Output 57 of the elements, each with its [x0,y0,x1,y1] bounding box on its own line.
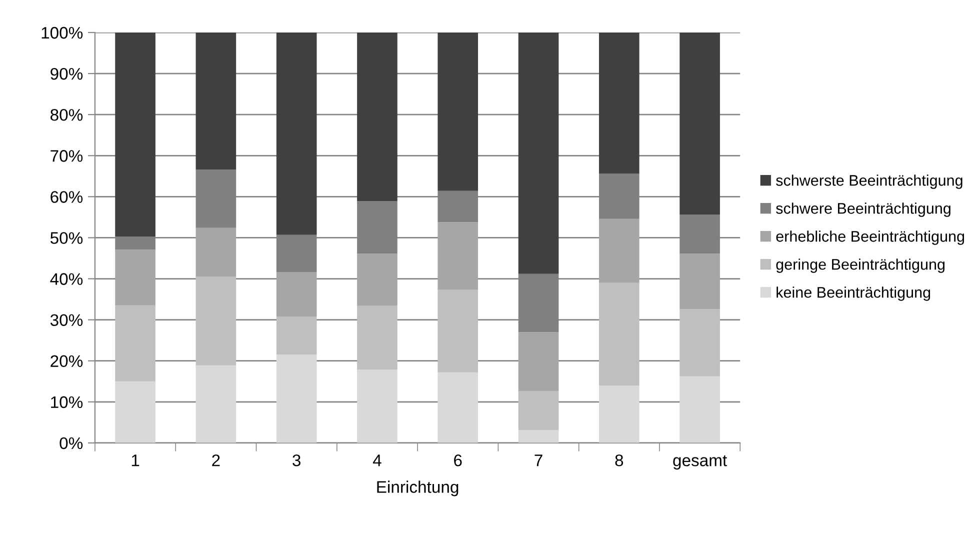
y-tick-label: 70% [50,150,83,162]
bar [115,250,156,306]
y-tick-label: 0% [60,437,83,450]
bar [196,276,236,366]
bar [518,332,559,392]
legend-label: erhebliche Beeinträchtigung [776,230,964,245]
bar [518,430,559,443]
y-tick-label: 30% [50,314,83,326]
bar [438,372,478,443]
bar [115,32,156,236]
bar [357,254,398,306]
y-tick-label: 60% [50,191,83,203]
x-tick-label: 7 [534,454,542,466]
bar [438,222,478,290]
legend-label: schwere Beeinträchtigung [776,202,950,217]
bar [357,32,398,202]
y-tick-label: 100% [42,26,83,39]
legend-label: geringe Beeinträchtigung [776,258,944,273]
x-tick-label: 4 [372,454,382,466]
x-tick-label: 8 [615,454,624,466]
y-tick-label: 20% [50,355,83,368]
bar [680,32,720,215]
bar [598,385,640,443]
y-tick-label: 80% [50,108,83,121]
y-tick-label: 40% [50,273,83,285]
bar [196,365,236,443]
bar [680,376,720,443]
bar [438,290,478,372]
bar [196,228,236,277]
x-axis-title: Einrichtung [377,480,458,496]
bar [518,391,559,430]
y-tick-label: 90% [50,68,83,80]
bar [357,306,398,370]
bar [357,369,398,443]
bar [680,309,720,376]
y-tick-label: 50% [50,232,83,244]
bar [598,218,640,283]
bar [598,32,640,174]
bar [276,354,317,443]
x-tick-label: 2 [212,454,220,466]
bar [115,305,156,382]
bar [680,254,720,310]
bar [276,32,317,235]
legend-label: schwerste Beeinträchtigung [776,174,962,189]
bar [276,272,317,317]
x-tick-label: gesamt [673,455,728,470]
y-tick-label: 10% [51,396,83,408]
bar [518,32,559,274]
bar [115,381,156,443]
legend-label: keine Beeinträchtigung [776,286,930,301]
bar [276,316,317,355]
bar [438,32,478,191]
bar [598,282,640,386]
x-tick-label: 3 [292,454,300,466]
x-tick-label: 6 [454,454,462,466]
bar [196,32,236,170]
x-tick-label: 1 [132,454,140,466]
